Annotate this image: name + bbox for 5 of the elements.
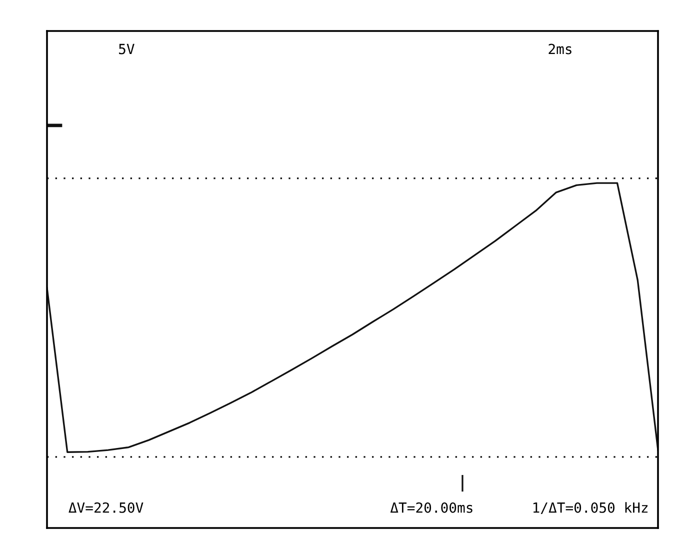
annotation: ΔV=22.50V xyxy=(68,502,144,513)
annotation: ΔT=20.00ms xyxy=(390,502,472,513)
annotation: 1/ΔT=0.050 kHz xyxy=(533,502,648,514)
text: 2ms xyxy=(548,44,572,54)
text: 5V xyxy=(119,44,134,54)
